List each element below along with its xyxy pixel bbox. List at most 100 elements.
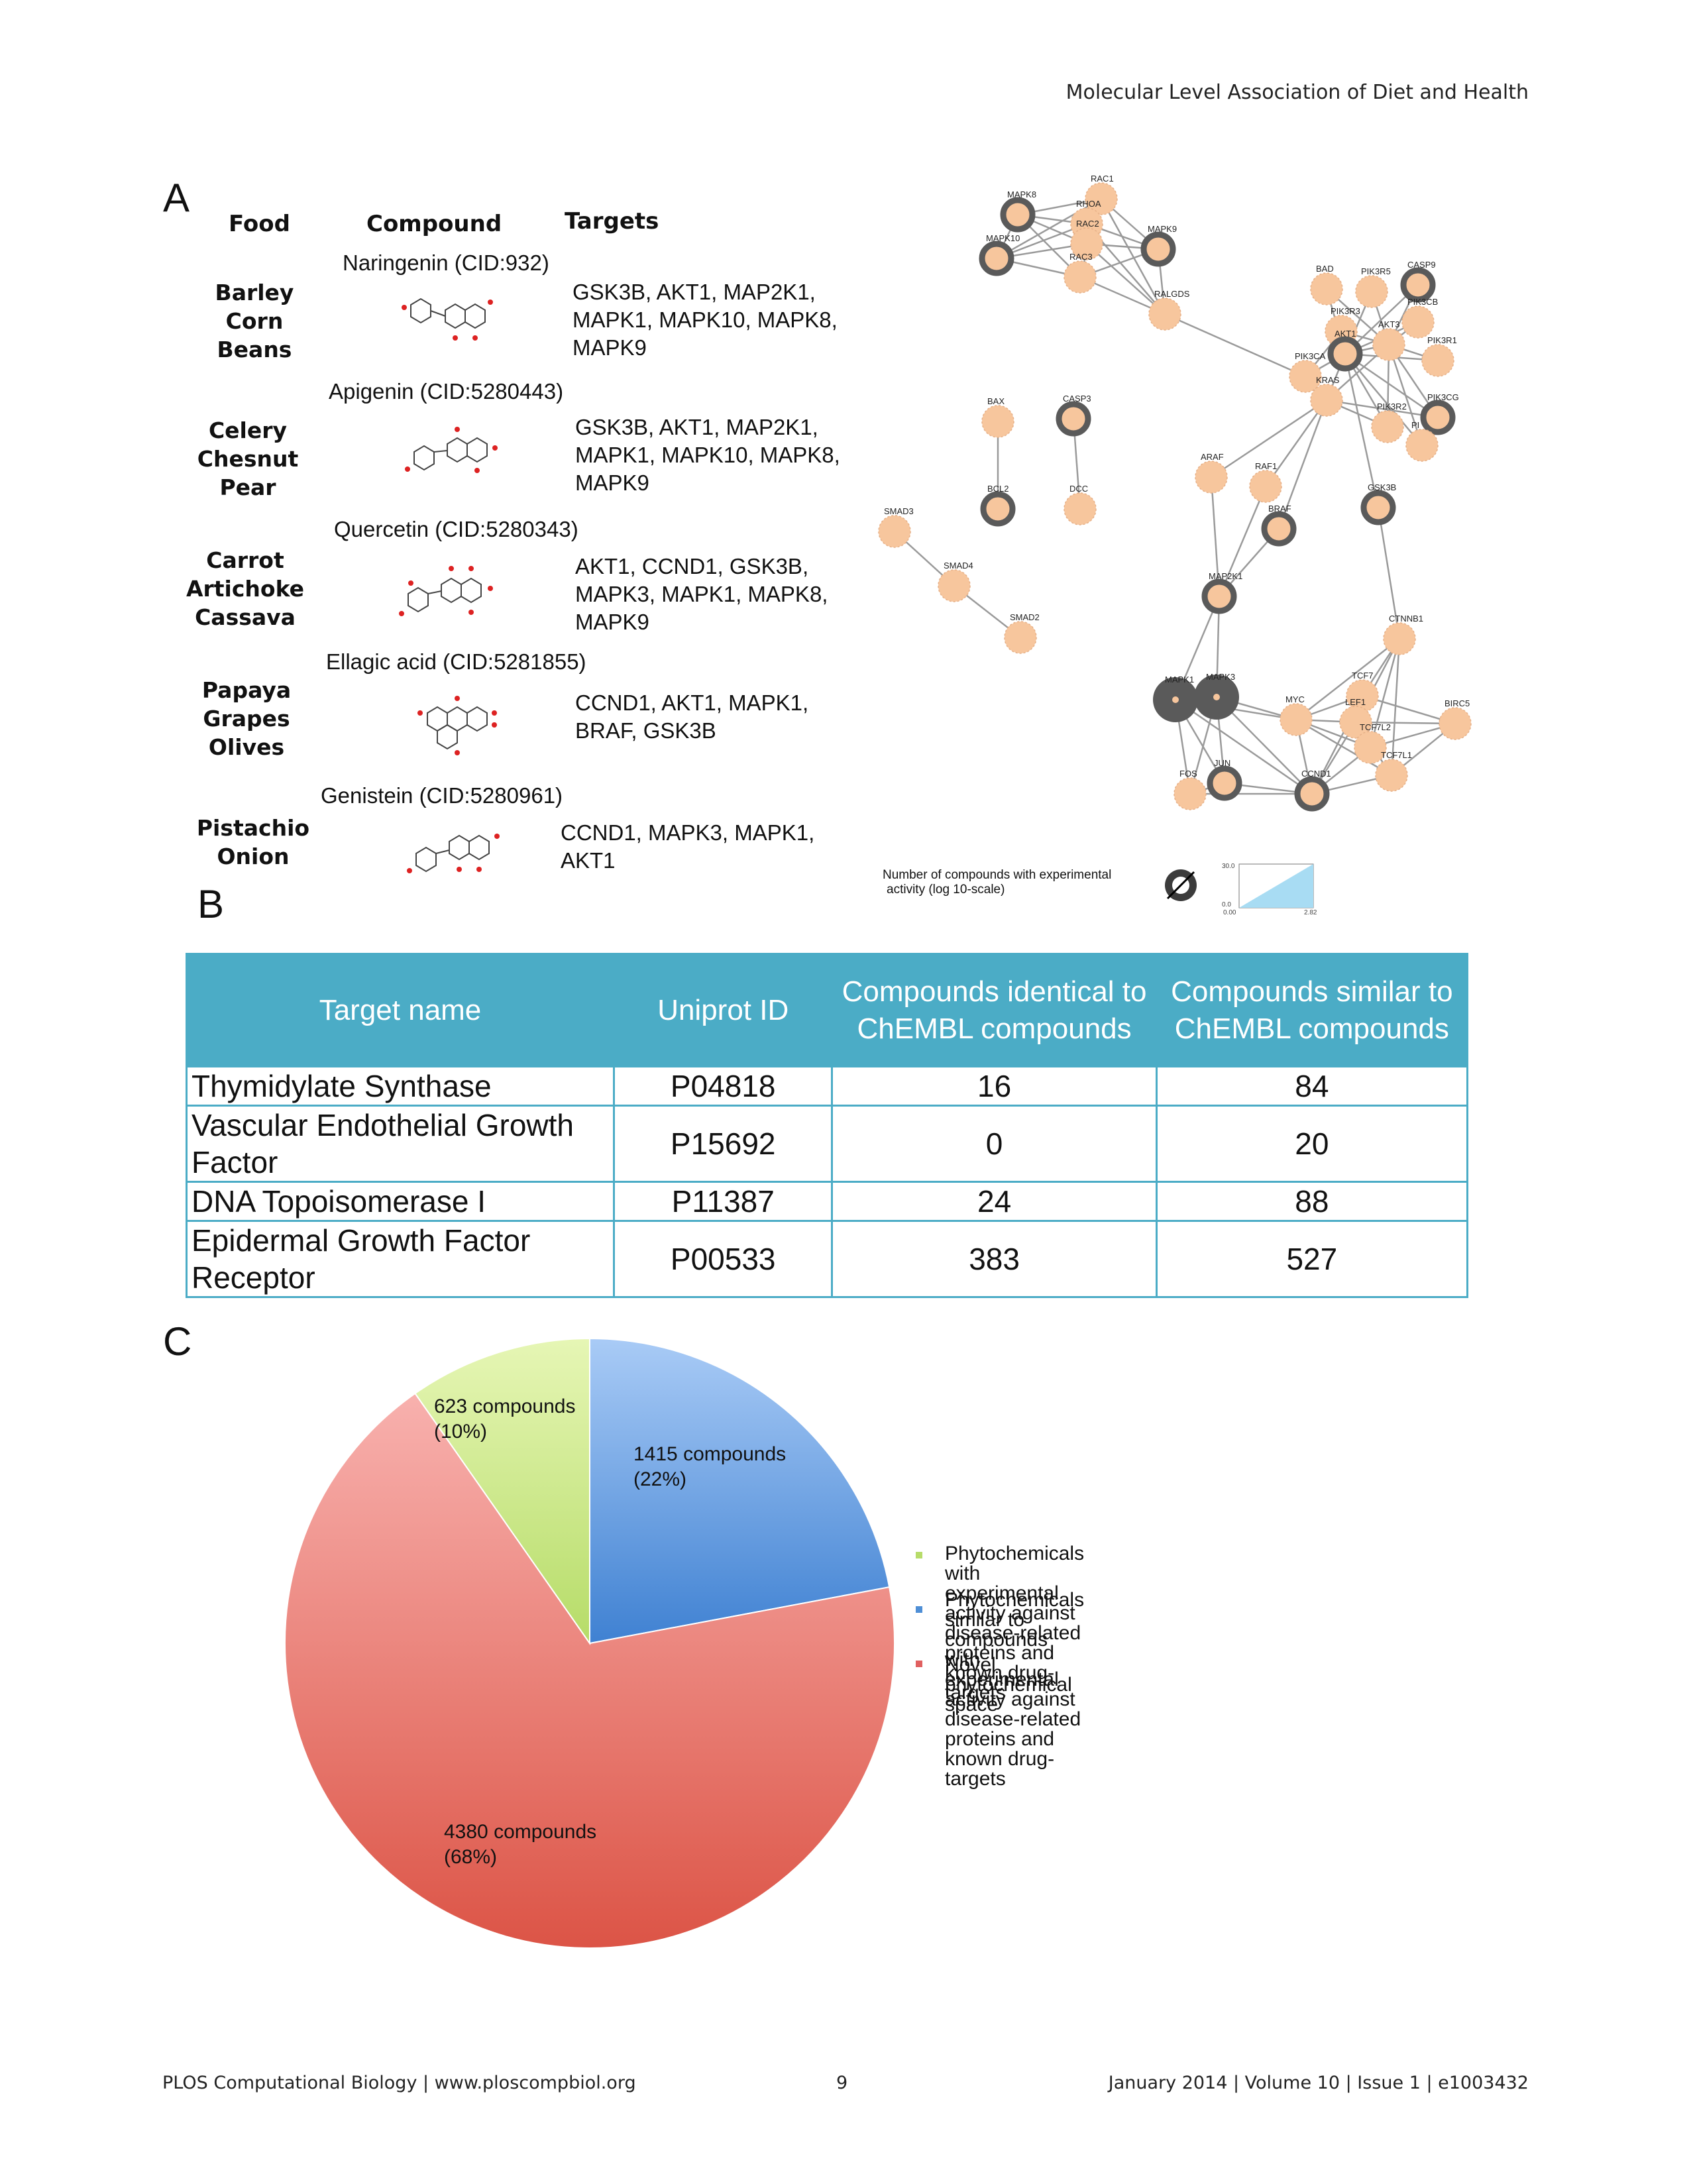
network-node: RALGDS [1148,289,1190,331]
network-node-label: CCND1 [1301,769,1331,779]
network-node-label: TCF7L2 [1360,722,1391,732]
network-node-label: MAP2K1 [1209,571,1242,581]
compound-targets: GSK3B, AKT1, MAP2K1, MAPK1, MAPK10, MAPK8… [575,415,840,495]
network-node-label: LEF1 [1345,697,1366,707]
pie-slice-experimental [414,1337,590,1646]
network-edge [1211,399,1327,478]
legend-swatch-red [916,1661,922,1667]
network-node-label: MAPK3 [1206,672,1235,682]
legend-swatch-blue [916,1606,922,1613]
network-node-label: TCF7 [1352,671,1374,681]
target-name: Vascular Endothelial Growth Factor [186,1105,615,1183]
network-node: AKT1 [1327,329,1363,372]
scale-top-label: 30.0 [1222,863,1235,870]
table-row: Vascular Endothelial Growth Factor P1569… [186,1105,1469,1183]
network-node-label: BAX [987,396,1005,406]
network-node: PIK3R1 [1421,335,1457,377]
network-edge [1216,696,1313,794]
footer-page-number: 9 [836,2073,848,2093]
network-edge [1100,198,1166,315]
network-node-label: PIK3R5 [1361,266,1391,276]
network-node: KRAS [1310,375,1343,417]
table-row: Epidermal Growth Factor Receptor P00533 … [186,1220,1469,1298]
identical-count: 383 [831,1220,1158,1298]
compound-targets: CCND1, AKT1, MAPK1, BRAF, GSK3B [575,690,809,743]
network-node: BRAF [1261,504,1297,547]
genistein-structure [407,834,500,873]
network-edge [1377,507,1401,639]
col-header-targets: Targets [565,208,659,235]
network-node-label: SMAD4 [944,561,973,571]
network-node: CTNNB1 [1383,614,1423,655]
pie-slice-similar [589,1337,891,1645]
network-node: RAC1 [1085,174,1118,215]
col-header-food: Food [229,211,290,237]
network-node: BAX [981,396,1014,438]
network-node-label: SMAD2 [1010,612,1040,622]
network-node-label: KRAS [1316,375,1340,385]
network-node-label: FOS [1179,769,1197,779]
network-node-label: JUN [1214,758,1230,768]
header-uniprot-id: Uniprot ID [612,953,834,1067]
network-edge [1295,638,1400,720]
network-edge [1326,399,1439,419]
network-node-label: BAD [1316,264,1334,274]
network-node: ARAF [1195,452,1228,494]
target-name: Epidermal Growth Factor Receptor [186,1220,615,1298]
network-node-label: BCL2 [987,484,1009,494]
network-node: BAD [1310,264,1343,305]
network-node: BIRC5 [1439,698,1472,740]
compound-name: Apigenin (CID:5280443) [329,379,564,404]
scale-bottom-label: 0.0 [1222,901,1231,908]
network-node: PIK3CB [1401,297,1438,339]
network-node: RAC3 [1064,252,1097,294]
network-node: CASP3 [1056,394,1091,437]
network-node: MAPK9 [1140,224,1177,267]
network-node: PIK3R2 [1371,402,1407,443]
network-node-label: MAPK9 [1148,224,1177,234]
network-node: MYC [1280,694,1313,736]
uniprot-id: P00533 [612,1220,834,1298]
network-node-label: GSK3B [1368,482,1396,492]
network-node-label: RAC2 [1076,219,1099,229]
scale-max-label: 2.82 [1304,909,1317,916]
network-node-label: CASP9 [1407,260,1436,270]
network-node: LEF1 [1339,697,1372,739]
similar-count: 527 [1155,1220,1469,1298]
identical-count: 24 [831,1181,1158,1222]
compound-name: Quercetin (CID:5280343) [334,517,578,541]
network-node: RAF1 [1249,461,1282,503]
network-edge [1210,476,1221,597]
identical-count: 16 [831,1065,1158,1107]
network-node: RAC2 [1070,219,1103,260]
panel-c-letter: C [163,1319,192,1364]
compound-name: Ellagic acid (CID:5281855) [326,649,586,674]
network-node: SMAD3 [878,506,914,548]
similar-count: 84 [1155,1065,1469,1107]
network-node: AKT3 [1372,319,1405,361]
network-node-label: PIK3CA [1295,351,1326,361]
network-node-label: PIK3CG [1427,392,1459,402]
network-edge [1218,486,1267,597]
slice-label-blue: 1415 compounds (22%) [633,1443,787,1490]
network-node-label: BIRC5 [1445,698,1470,708]
network-node: CCND1 [1294,769,1331,812]
target-name: DNA Topoisomerase I [186,1181,615,1222]
identical-count: 0 [831,1105,1158,1183]
network-node-label: PIK3CB [1407,297,1438,307]
network-node-label: CASP3 [1063,394,1091,404]
uniprot-id: P15692 [612,1105,834,1183]
naringenin-structure [402,298,493,341]
panel-b-letter: B [197,882,225,926]
network-edge [1086,243,1166,315]
header-target-name: Target name [186,953,615,1067]
network-node: CASP9 [1400,260,1436,303]
footer-journal: PLOS Computational Biology | www.ploscom… [162,2073,636,2093]
network-edge [1390,638,1401,776]
table-header-row: Target name Uniprot ID Compounds identic… [186,953,1469,1067]
network-node-label: MYC [1285,694,1305,704]
network-node-label: RHOA [1076,199,1101,209]
network-node-label: TCF7L1 [1381,750,1412,760]
col-header-compound: Compound [366,211,502,237]
network-node-label: PIK3R1 [1427,335,1457,345]
